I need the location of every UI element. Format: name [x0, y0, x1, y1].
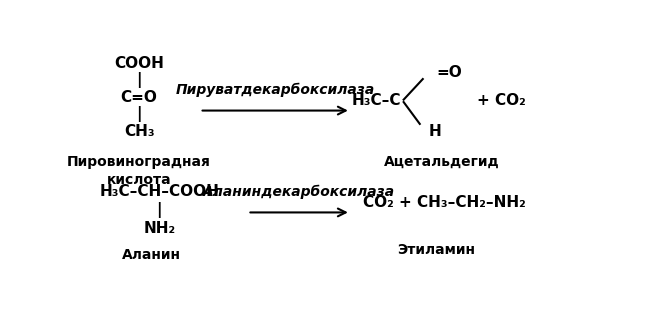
Text: |: | [136, 106, 142, 122]
Text: H₃C–CH–COOH: H₃C–CH–COOH [99, 184, 219, 199]
Text: Аланин: Аланин [122, 248, 181, 262]
Text: Ацетальдегид: Ацетальдегид [384, 154, 499, 169]
Text: |: | [136, 72, 142, 88]
Text: H: H [429, 124, 441, 139]
Text: COOH: COOH [114, 56, 164, 71]
Text: H₃C–C: H₃C–C [352, 93, 401, 108]
Text: CO₂ + CH₃–CH₂–NH₂: CO₂ + CH₃–CH₂–NH₂ [363, 195, 526, 210]
Text: Пируватдекарбоксилаза: Пируватдекарбоксилаза [176, 83, 375, 97]
Text: + CO₂: + CO₂ [476, 93, 525, 108]
Text: =O: =O [436, 66, 462, 80]
Text: NH₂: NH₂ [143, 221, 176, 236]
Text: Этиламин: Этиламин [397, 243, 475, 257]
Text: Аланиндекарбоксилаза: Аланиндекарбоксилаза [203, 185, 395, 199]
Text: |: | [157, 202, 162, 218]
Text: C=O: C=O [121, 90, 157, 105]
Text: CH₃: CH₃ [124, 124, 155, 139]
Text: Пировиноградная
кислота: Пировиноградная кислота [67, 155, 211, 187]
